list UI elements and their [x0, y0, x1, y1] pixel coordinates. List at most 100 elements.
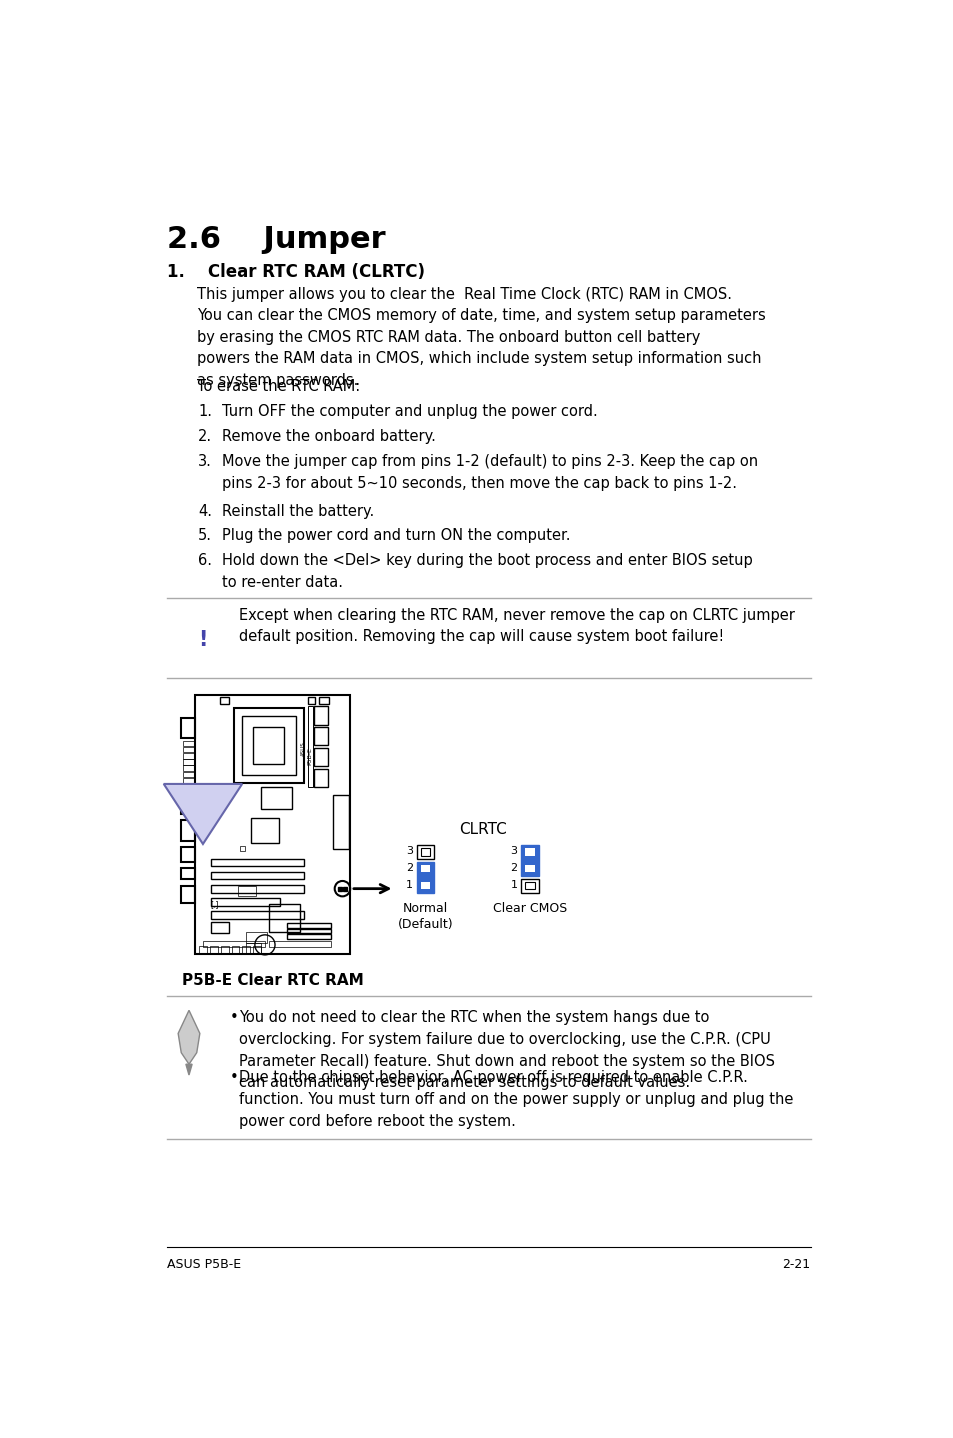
Text: 3.: 3.	[198, 454, 212, 469]
Bar	[319, 697, 328, 703]
Text: 2.: 2.	[198, 429, 213, 444]
Text: •: •	[230, 1070, 238, 1086]
Text: CLRTC: CLRTC	[459, 821, 507, 837]
Bar	[241, 716, 295, 775]
Bar	[420, 864, 430, 873]
Bar	[211, 922, 229, 933]
Text: 1: 1	[510, 880, 517, 890]
Bar	[195, 695, 350, 953]
Bar	[181, 869, 195, 880]
Bar	[220, 697, 229, 703]
Text: Remove the onboard battery.: Remove the onboard battery.	[221, 429, 435, 444]
Text: Plug the power cord and turn ON the computer.: Plug the power cord and turn ON the comp…	[221, 528, 570, 544]
Bar	[286, 929, 331, 933]
Text: 6.: 6.	[198, 554, 213, 568]
Bar	[416, 844, 434, 858]
Bar	[211, 897, 280, 906]
Text: 1.: 1.	[198, 404, 213, 418]
Bar	[314, 706, 328, 725]
Bar	[232, 946, 239, 952]
Bar	[525, 881, 534, 890]
Bar	[183, 741, 193, 746]
Bar	[210, 946, 217, 952]
Text: 2: 2	[510, 863, 517, 873]
Text: P5B-E: P5B-E	[307, 748, 312, 765]
Text: Reinstall the battery.: Reinstall the battery.	[221, 503, 374, 519]
Text: To erase the RTC RAM:: To erase the RTC RAM:	[196, 380, 359, 394]
Bar	[242, 946, 250, 952]
Bar	[521, 879, 537, 893]
Bar	[233, 709, 303, 784]
Bar	[183, 759, 193, 765]
Polygon shape	[164, 784, 242, 844]
Bar	[307, 706, 313, 787]
Bar	[181, 718, 195, 738]
Bar	[245, 932, 266, 943]
Bar	[525, 864, 534, 873]
Polygon shape	[178, 1011, 199, 1064]
Text: 1: 1	[406, 880, 413, 890]
Bar	[253, 728, 284, 764]
Text: !: !	[198, 630, 208, 650]
Bar	[211, 884, 303, 893]
Text: 2-21: 2-21	[781, 1258, 810, 1271]
Bar	[220, 946, 229, 952]
Bar	[420, 848, 430, 856]
Bar	[181, 820, 195, 841]
Text: Move the jumper cap from pins 1-2 (default) to pins 2-3. Keep the cap on
pins 2-: Move the jumper cap from pins 1-2 (defau…	[221, 454, 757, 490]
Text: 1.    Clear RTC RAM (CLRTC): 1. Clear RTC RAM (CLRTC)	[167, 263, 425, 282]
Bar	[203, 940, 265, 948]
Bar	[314, 748, 328, 766]
Bar	[314, 768, 328, 787]
Bar	[199, 946, 207, 952]
Bar	[420, 881, 430, 890]
Text: 5.: 5.	[198, 528, 213, 544]
Bar	[183, 778, 193, 784]
Bar	[183, 754, 193, 758]
Bar	[253, 946, 261, 952]
Text: [.]: [.]	[211, 900, 219, 909]
Bar	[251, 818, 278, 843]
Bar	[183, 765, 193, 771]
Text: Except when clearing the RTC RAM, never remove the cap on CLRTC jumper
default p: Except when clearing the RTC RAM, never …	[239, 608, 795, 644]
Text: You do not need to clear the RTC when the system hangs due to
overclocking. For : You do not need to clear the RTC when th…	[239, 1011, 775, 1090]
Text: •: •	[230, 1011, 238, 1025]
Text: Clear CMOS: Clear CMOS	[493, 902, 566, 915]
Bar	[211, 858, 303, 866]
Bar	[269, 905, 299, 932]
Bar	[183, 746, 193, 752]
Bar	[307, 697, 315, 703]
Text: 2: 2	[405, 863, 413, 873]
Polygon shape	[186, 1064, 192, 1076]
Bar	[261, 787, 292, 808]
Bar	[525, 848, 534, 856]
Bar	[286, 923, 331, 928]
Bar	[211, 871, 303, 880]
Text: ASUS P5B-E: ASUS P5B-E	[167, 1258, 241, 1271]
Text: 4.: 4.	[198, 503, 213, 519]
Bar	[245, 943, 261, 952]
Bar	[181, 886, 195, 903]
Text: This jumper allows you to clear the  Real Time Clock (RTC) RAM in CMOS.
You can : This jumper allows you to clear the Real…	[196, 286, 764, 388]
Bar	[269, 940, 331, 948]
Text: Normal
(Default): Normal (Default)	[397, 902, 453, 930]
Text: 3: 3	[510, 847, 517, 856]
Bar	[183, 772, 193, 777]
Bar	[183, 784, 193, 789]
Text: Hold down the <Del> key during the boot process and enter BIOS setup
to re-enter: Hold down the <Del> key during the boot …	[221, 554, 752, 590]
Bar	[181, 795, 195, 814]
Bar	[333, 795, 348, 848]
Bar	[521, 844, 537, 876]
Bar	[240, 846, 245, 851]
Text: P5B-E Clear RTC RAM: P5B-E Clear RTC RAM	[182, 974, 363, 988]
Bar	[314, 728, 328, 745]
Text: Turn OFF the computer and unplug the power cord.: Turn OFF the computer and unplug the pow…	[221, 404, 597, 418]
Bar	[181, 847, 195, 863]
Bar	[416, 861, 434, 893]
Bar	[211, 912, 303, 919]
Text: Due to the chipset behavior, AC power off is required to enable C.P.R.
function.: Due to the chipset behavior, AC power of…	[239, 1070, 793, 1129]
Text: 2.6    Jumper: 2.6 Jumper	[167, 224, 386, 255]
Bar	[286, 935, 331, 939]
Bar	[237, 886, 255, 896]
Text: 3: 3	[406, 847, 413, 856]
